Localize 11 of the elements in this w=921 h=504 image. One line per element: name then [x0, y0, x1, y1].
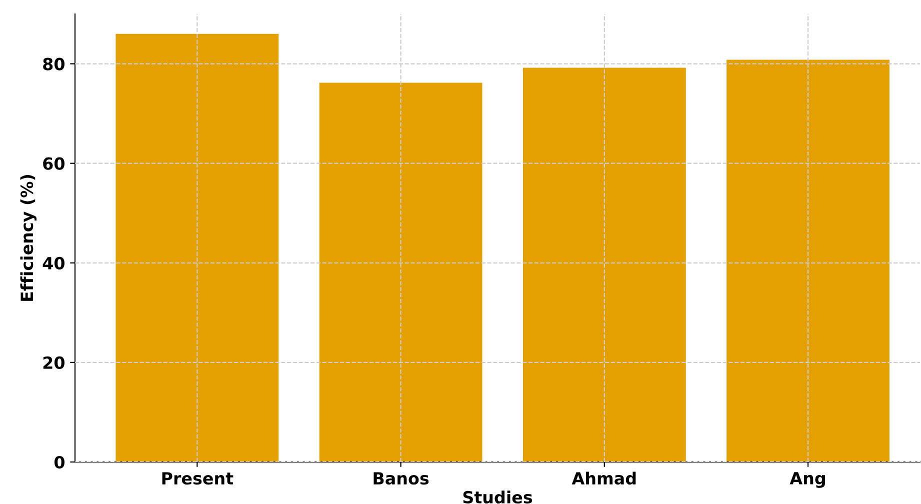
- x-tick-label: Ang: [790, 472, 825, 488]
- y-tick-label: 0: [54, 456, 64, 469]
- x-tick-label: Ahmad: [572, 472, 636, 485]
- y-tick-label: 20: [43, 356, 64, 370]
- x-tick-label: Present: [162, 472, 234, 485]
- y-tick-label: 40: [42, 256, 64, 270]
- x-axis-title: Studies: [463, 490, 532, 504]
- x-tick-label: Banos: [374, 472, 429, 485]
- y-axis-title: Efficiency (%): [20, 175, 37, 301]
- y-tick-label: 60: [43, 157, 64, 170]
- y-tick-label: 80: [43, 58, 64, 70]
